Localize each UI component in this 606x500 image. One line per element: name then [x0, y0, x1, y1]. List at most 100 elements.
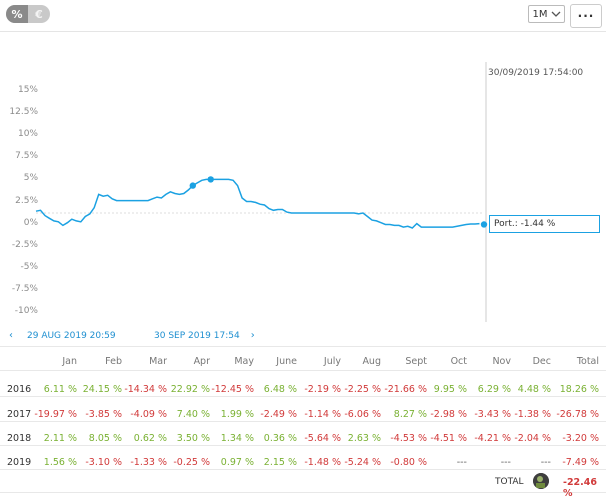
table-divider: [0, 346, 606, 347]
table-cell: -19.97 %: [34, 409, 77, 420]
table-cell: -4.21 %: [474, 433, 511, 444]
table-cell: 6.11 %: [43, 384, 77, 395]
table-cell: 0.36 %: [263, 433, 297, 444]
table-cell: ---: [500, 457, 511, 468]
more-options-button[interactable]: ···: [570, 4, 602, 28]
table-cell: 6.48 %: [263, 384, 297, 395]
table-cell: -7.49 %: [562, 457, 599, 468]
y-tick-label: -10%: [14, 306, 38, 316]
table-cell: -3.85 %: [85, 409, 122, 420]
table-cell: ---: [540, 457, 551, 468]
y-tick-label: 2.5%: [15, 195, 38, 206]
table-cell: 1.99 %: [220, 409, 254, 420]
table-cell: 8.27 %: [393, 409, 427, 420]
table-cell: 2.11 %: [43, 433, 77, 444]
y-tick-label: 15%: [17, 85, 38, 95]
table-cell: -4.53 %: [390, 433, 427, 444]
avatar-icon: [533, 473, 549, 489]
table-cell: -6.06 %: [344, 409, 381, 420]
avatar: [533, 473, 549, 489]
percent-toggle[interactable]: %: [6, 5, 28, 23]
table-cell: ---: [456, 457, 467, 468]
table-cell: -1.48 %: [304, 457, 341, 468]
date-range-start: ‹ 29 AUG 2019 20:59: [9, 330, 116, 341]
column-header: Mar: [149, 356, 167, 367]
row-year: 2016: [7, 384, 32, 395]
table-cell: -3.20 %: [562, 433, 599, 444]
table-cell: -2.04 %: [514, 433, 551, 444]
table-cell: -1.33 %: [130, 457, 167, 468]
table-cell: -0.80 %: [390, 457, 427, 468]
column-header: July: [323, 356, 341, 367]
performance-chart[interactable]: [0, 0, 606, 330]
total-label: TOTAL: [495, 477, 524, 487]
column-header: May: [234, 356, 254, 367]
y-tick-label: -2.5%: [11, 239, 38, 250]
column-header: Aug: [362, 356, 381, 367]
table-cell: 2.63 %: [347, 433, 381, 444]
table-cell: 4.48 %: [517, 384, 551, 395]
period-select[interactable]: 1M: [528, 5, 565, 23]
table-cell: 1.56 %: [43, 457, 77, 468]
table-cell: 9.95 %: [433, 384, 467, 395]
y-tick-label: 7.5%: [15, 151, 38, 162]
table-divider: [0, 445, 606, 446]
table-cell: 6.29 %: [477, 384, 511, 395]
tooltip-date: 30/09/2019 17:54:00: [488, 68, 584, 78]
table-divider: [0, 469, 606, 470]
divider: [0, 31, 606, 32]
start-date: 29 AUG 2019 20:59: [27, 330, 116, 341]
y-tick-label: 0%: [23, 217, 38, 228]
table-cell: 22.92 %: [170, 384, 210, 395]
table-divider: [0, 492, 606, 493]
column-header: June: [276, 356, 297, 367]
period-label: 1M: [532, 8, 548, 20]
column-header: Jan: [62, 356, 77, 367]
unit-toggle: % €: [6, 5, 50, 23]
y-tick-label: 5%: [23, 173, 38, 184]
table-cell: 0.62 %: [133, 433, 167, 444]
end-date: 30 SEP 2019 17:54: [154, 330, 240, 341]
table-cell: -5.64 %: [304, 433, 341, 444]
table-cell: -3.43 %: [474, 409, 511, 420]
row-year: 2018: [7, 433, 32, 444]
portfolio-line: [35, 178, 480, 229]
column-header: Apr: [193, 356, 210, 367]
table-cell: 2.15 %: [263, 457, 297, 468]
column-header: Total: [576, 356, 599, 367]
data-point[interactable]: [189, 182, 196, 189]
column-header: Sept: [405, 356, 427, 367]
table-cell: -1.38 %: [514, 409, 551, 420]
chevron-left-icon[interactable]: ‹: [9, 330, 13, 341]
euro-toggle[interactable]: €: [35, 7, 43, 21]
table-cell: 1.34 %: [220, 433, 254, 444]
column-header: Oct: [450, 356, 467, 367]
column-header: Dec: [532, 356, 551, 367]
table-cell: 0.97 %: [220, 457, 254, 468]
y-tick-label: 10%: [17, 129, 38, 140]
y-tick-label: -5%: [20, 261, 38, 272]
column-header: Feb: [105, 356, 122, 367]
date-range-end: 30 SEP 2019 17:54 ›: [154, 330, 255, 341]
table-cell: -1.14 %: [304, 409, 341, 420]
table-divider: [0, 370, 606, 371]
more-icon: ···: [577, 9, 595, 23]
column-header: Nov: [492, 356, 511, 367]
data-point[interactable]: [480, 221, 488, 228]
table-cell: 18.26 %: [559, 384, 599, 395]
table-cell: 3.50 %: [176, 433, 210, 444]
y-tick-label: -7.5%: [11, 283, 38, 294]
data-point[interactable]: [207, 176, 214, 183]
table-cell: 8.05 %: [88, 433, 122, 444]
chevron-right-icon[interactable]: ›: [250, 330, 255, 341]
table-cell: -2.49 %: [260, 409, 297, 420]
table-cell: 24.15 %: [82, 384, 122, 395]
table-cell: -3.10 %: [85, 457, 122, 468]
table-cell: -26.78 %: [556, 409, 599, 420]
chevron-down-icon: [551, 11, 560, 17]
table-cell: -21.66 %: [384, 384, 427, 395]
table-cell: -4.51 %: [430, 433, 467, 444]
table-cell: -5.24 %: [344, 457, 381, 468]
table-cell: -2.25 %: [344, 384, 381, 395]
y-tick-label: 12.5%: [9, 107, 38, 118]
